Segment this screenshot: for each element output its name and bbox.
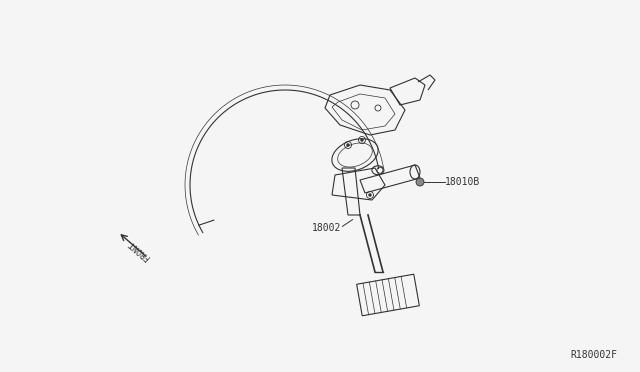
- Text: R180002F: R180002F: [570, 350, 617, 360]
- Circle shape: [416, 178, 424, 186]
- Text: 18010B: 18010B: [445, 177, 480, 187]
- Circle shape: [347, 144, 349, 146]
- Text: FRONT: FRONT: [126, 238, 151, 262]
- Circle shape: [361, 139, 363, 141]
- Circle shape: [369, 194, 371, 196]
- Text: 18002: 18002: [312, 223, 341, 233]
